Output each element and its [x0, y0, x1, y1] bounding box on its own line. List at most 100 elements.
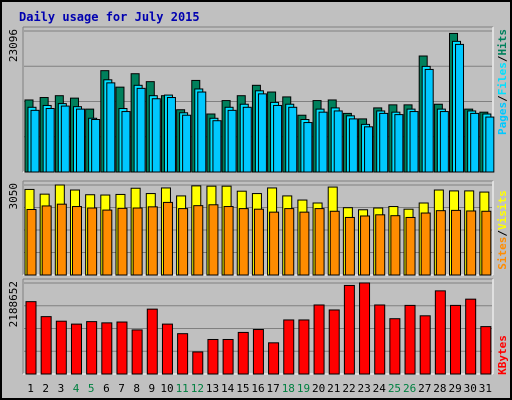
kbytes-bar-day-6 — [101, 322, 113, 375]
kbytes-bar-day-20 — [313, 304, 325, 375]
pages-bar-day-6 — [106, 82, 116, 173]
kbytes-bar-day-5 — [86, 321, 98, 375]
panel-2-ymax-label: 2188652 — [7, 281, 20, 327]
pages-bar-day-5 — [91, 118, 101, 173]
kbytes-bar-day-3 — [55, 320, 67, 375]
panel-1-ymax-label: 3050 — [7, 183, 20, 210]
legend-entry: Pages — [496, 102, 509, 135]
pages-bar-day-7 — [121, 111, 131, 173]
kbytes-bar-day-31 — [480, 326, 492, 375]
pages-bar-day-30 — [470, 112, 480, 173]
x-tick-label-day-17: 17 — [267, 382, 280, 395]
pages-bar-day-23 — [364, 126, 374, 173]
sites-bar-day-22 — [344, 216, 355, 276]
sites-bar-day-28 — [435, 210, 446, 276]
sites-bar-day-1 — [26, 208, 37, 276]
legend-chart_data-2-legend: KBytes — [496, 335, 509, 375]
x-tick-label-day-31: 31 — [479, 382, 492, 395]
kbytes-bar-day-2 — [40, 316, 52, 375]
pages-bar-day-20 — [318, 111, 328, 173]
legend-entry: / — [496, 95, 509, 102]
pages-bar-day-4 — [75, 108, 85, 173]
sites-bar-day-9 — [147, 206, 158, 276]
pages-bar-day-8 — [136, 87, 146, 173]
pages-bar-day-18 — [288, 106, 298, 173]
x-tick-label-day-14: 14 — [221, 382, 235, 395]
x-tick-label-day-27: 27 — [418, 382, 431, 395]
legend-entry: Sites — [496, 237, 509, 270]
pages-bar-day-21 — [333, 110, 343, 173]
kbytes-bar-day-27 — [419, 315, 431, 375]
sites-bar-day-6 — [102, 209, 113, 276]
pages-bar-day-27 — [424, 68, 434, 173]
kbytes-bar-day-18 — [283, 319, 295, 375]
x-tick-label-day-10: 10 — [160, 382, 173, 395]
kbytes-bar-day-30 — [465, 298, 477, 375]
sites-bar-day-5 — [87, 207, 98, 276]
x-tick-label-day-16: 16 — [251, 382, 264, 395]
pages-bar-day-13 — [212, 120, 222, 173]
sites-bar-day-16 — [253, 208, 264, 276]
kbytes-bar-day-24 — [374, 304, 386, 375]
x-tick-label-day-7: 7 — [118, 382, 125, 395]
x-tick-label-day-1: 1 — [27, 382, 34, 395]
pages-bar-day-26 — [409, 111, 419, 173]
pages-bar-day-29 — [455, 43, 465, 173]
x-tick-label-day-22: 22 — [342, 382, 355, 395]
pages-bar-day-28 — [439, 111, 449, 173]
kbytes-bar-day-19 — [298, 319, 310, 375]
x-tick-label-day-8: 8 — [133, 382, 140, 395]
pages-bar-day-24 — [379, 112, 389, 173]
pages-bar-day-1 — [30, 109, 40, 173]
pages-bar-day-10 — [166, 97, 176, 173]
kbytes-bar-day-29 — [450, 304, 462, 375]
x-tick-label-day-5: 5 — [88, 382, 95, 395]
panel-0-ymax-label: 23096 — [7, 29, 20, 62]
sites-bar-day-23 — [360, 215, 371, 276]
sites-bar-day-26 — [405, 216, 416, 276]
legend-chart_data-1-legend: Sites/Visits — [496, 190, 509, 270]
x-tick-label-day-25: 25 — [388, 382, 401, 395]
kbytes-bar-day-21 — [328, 309, 340, 375]
sites-bar-day-15 — [238, 208, 249, 276]
sites-bar-day-7 — [117, 207, 128, 276]
pages-bar-day-17 — [273, 104, 283, 173]
pages-bar-day-12 — [197, 91, 207, 173]
x-tick-label-day-19: 19 — [297, 382, 310, 395]
kbytes-bar-day-14 — [222, 338, 234, 375]
x-tick-label-day-21: 21 — [327, 382, 340, 395]
sites-bar-day-3 — [56, 203, 67, 276]
kbytes-bar-day-22 — [343, 284, 355, 375]
sites-bar-day-24 — [375, 214, 386, 276]
kbytes-bar-day-4 — [70, 323, 82, 375]
legend-entry: / — [496, 230, 509, 237]
sites-bar-day-21 — [329, 210, 340, 276]
sites-bar-day-31 — [481, 210, 492, 276]
legend-entry: / — [496, 55, 509, 62]
chart-title: Daily usage for July 2015 — [19, 10, 200, 24]
legend-entry: KBytes — [496, 335, 509, 375]
x-tick-label-day-20: 20 — [312, 382, 325, 395]
legend-entry: Visits — [496, 190, 509, 230]
x-tick-label-day-29: 29 — [448, 382, 461, 395]
pages-bar-day-25 — [394, 114, 404, 173]
kbytes-bar-day-10 — [161, 323, 173, 375]
sites-bar-day-11 — [178, 208, 189, 276]
kbytes-bar-day-7 — [116, 321, 128, 375]
pages-bar-day-14 — [227, 109, 237, 173]
pages-bar-day-3 — [60, 105, 70, 173]
x-tick-label-day-13: 13 — [206, 382, 219, 395]
kbytes-bar-day-23 — [359, 282, 371, 375]
kbytes-bar-day-8 — [131, 329, 143, 375]
x-tick-label-day-12: 12 — [191, 382, 204, 395]
legend-entry: Files — [496, 62, 509, 95]
kbytes-bar-day-1 — [25, 301, 37, 375]
x-tick-label-day-28: 28 — [433, 382, 446, 395]
x-tick-label-day-2: 2 — [42, 382, 49, 395]
sites-bar-day-30 — [466, 210, 477, 276]
kbytes-bar-day-9 — [146, 308, 158, 375]
kbytes-bar-day-16 — [252, 329, 264, 375]
x-tick-label-day-18: 18 — [282, 382, 295, 395]
x-tick-label-day-26: 26 — [403, 382, 416, 395]
kbytes-bar-day-11 — [177, 333, 189, 375]
